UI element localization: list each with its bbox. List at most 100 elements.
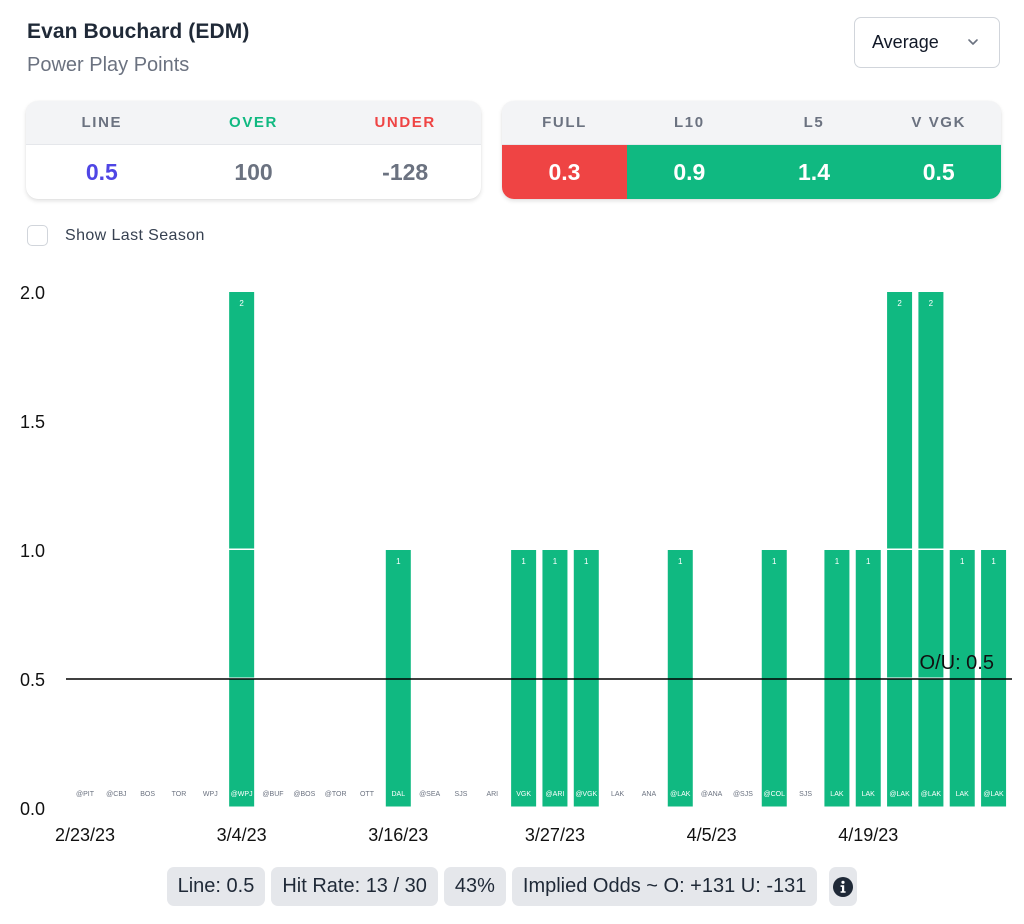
show-last-season-checkbox[interactable]	[27, 225, 48, 246]
y-tick-label: 0.0	[20, 799, 45, 819]
bar-segment	[918, 421, 944, 549]
line-badge: Line: 0.5	[166, 867, 266, 906]
opponent-label: @LAK	[983, 791, 1004, 798]
opponent-label: @BUF	[262, 791, 283, 798]
show-last-season-toggle[interactable]: Show Last Season	[27, 225, 205, 246]
opponent-label: SJS	[455, 791, 468, 798]
bar-segment	[855, 679, 881, 807]
bar-segment	[229, 550, 255, 678]
line-value: 0.5	[85, 158, 118, 185]
opponent-label: VGK	[516, 791, 531, 798]
bar-segment	[981, 679, 1007, 807]
bar-value-label: 1	[396, 557, 401, 566]
bar-segment	[918, 292, 944, 421]
bar-value-label: 1	[866, 557, 871, 566]
l10-value: 0.9	[627, 145, 752, 199]
opponent-label: WPJ	[203, 791, 218, 798]
bar-value-label: 1	[584, 557, 589, 566]
stat-name: Power Play Points	[27, 54, 190, 76]
over-value: 100	[234, 158, 273, 185]
full-value: 0.3	[502, 145, 627, 199]
bar-segment	[824, 679, 850, 807]
bar-segment	[511, 550, 537, 679]
opponent-label: LAK	[611, 791, 625, 798]
bar-value-label: 1	[772, 557, 777, 566]
bar-value-label: 2	[239, 299, 244, 308]
vs-opponent-value: 0.5	[876, 145, 1001, 199]
bar-segment	[229, 679, 255, 807]
bar-segment	[573, 679, 599, 807]
opponent-label: LAK	[830, 791, 844, 798]
bar-segment	[385, 550, 411, 679]
opponent-label: @ANA	[701, 791, 723, 798]
bar-segment	[542, 550, 568, 679]
opponent-label: DAL	[391, 791, 405, 798]
summary-footer: Line: 0.5 Hit Rate: 13 / 30 43% Implied …	[0, 867, 1024, 906]
opponent-label: @WPJ	[231, 791, 253, 798]
bar-value-label: 2	[897, 299, 902, 308]
opponent-label: @LAK	[921, 791, 942, 798]
mode-select[interactable]: Average	[854, 17, 1000, 68]
bar-value-label: 1	[521, 557, 526, 566]
bar-value-label: 1	[991, 557, 996, 566]
y-tick-label: 0.5	[20, 670, 45, 690]
opponent-label: @LAK	[889, 791, 910, 798]
opponent-label: LAK	[862, 791, 876, 798]
bar-segment	[887, 292, 913, 421]
show-last-season-label: Show Last Season	[65, 226, 205, 244]
x-date-tick-label: 3/27/23	[525, 825, 585, 845]
opponent-label: @SJS	[733, 791, 753, 798]
y-tick-label: 1.0	[20, 541, 45, 561]
bar-segment	[511, 679, 537, 807]
under-value: -128	[382, 158, 429, 185]
bar-segment	[981, 550, 1007, 679]
bar-segment	[918, 679, 944, 807]
averages-card: FULL L10 L5 V VGK 0.3 0.9 1.4 0.5	[502, 101, 1001, 199]
bar-value-label: 1	[960, 557, 965, 566]
x-date-tick-label: 4/19/23	[838, 825, 898, 845]
y-tick-label: 1.5	[20, 412, 45, 432]
bar-segment	[229, 421, 255, 549]
bar-segment	[761, 679, 787, 807]
line-odds-card: LINE OVER UNDER 0.5 100 -128	[26, 101, 481, 199]
bar-chart: 0.0 0.5 1.0 1.5 2.0 @PIT @CBJ BOS TOR WPJ 2 @WPJ @BU…	[20, 283, 1012, 845]
opponent-label: ANA	[642, 791, 657, 798]
bar-value-label: 1	[678, 557, 683, 566]
full-header: FULL	[542, 114, 587, 131]
bar-value-label: 2	[929, 299, 934, 308]
info-button[interactable]	[829, 867, 858, 906]
ou-reference-label: O/U: 0.5	[920, 652, 994, 674]
bar-segment	[542, 679, 568, 807]
hit-rate-badge: Hit Rate: 13 / 30	[271, 867, 438, 906]
opponent-label: @SEA	[419, 791, 440, 798]
opponent-label: ARI	[486, 791, 498, 798]
bar-segment	[855, 550, 881, 679]
bar-segment	[667, 679, 693, 807]
opponent-label: BOS	[140, 791, 155, 798]
bar-segment	[667, 550, 693, 679]
bar-segment	[887, 679, 913, 807]
bar-segment	[761, 550, 787, 679]
over-header: OVER	[229, 114, 278, 131]
x-date-tick-label: 3/4/23	[217, 825, 267, 845]
bar-segment	[918, 550, 944, 678]
l5-value: 1.4	[751, 145, 877, 199]
opponent-label: @ARI	[546, 791, 565, 798]
opponent-label: OTT	[360, 791, 375, 798]
l5-header: L5	[803, 114, 825, 131]
opponent-label: LAK	[956, 791, 970, 798]
mode-select-value: Average	[872, 32, 939, 52]
bar-segment	[824, 550, 850, 679]
opponent-label: @BOS	[293, 791, 315, 798]
bar-segment	[229, 292, 255, 421]
x-date-tick-label: 4/5/23	[687, 825, 737, 845]
player-name: Evan Bouchard (EDM)	[27, 20, 250, 43]
bar-segment	[949, 679, 975, 807]
x-date-tick-label: 3/16/23	[368, 825, 428, 845]
l10-header: L10	[674, 114, 705, 131]
info-icon	[833, 876, 854, 897]
opponent-label: @PIT	[76, 791, 95, 798]
opponent-label: @COL	[764, 791, 786, 798]
opponent-label: SJS	[799, 791, 812, 798]
bar-segment	[949, 550, 975, 679]
